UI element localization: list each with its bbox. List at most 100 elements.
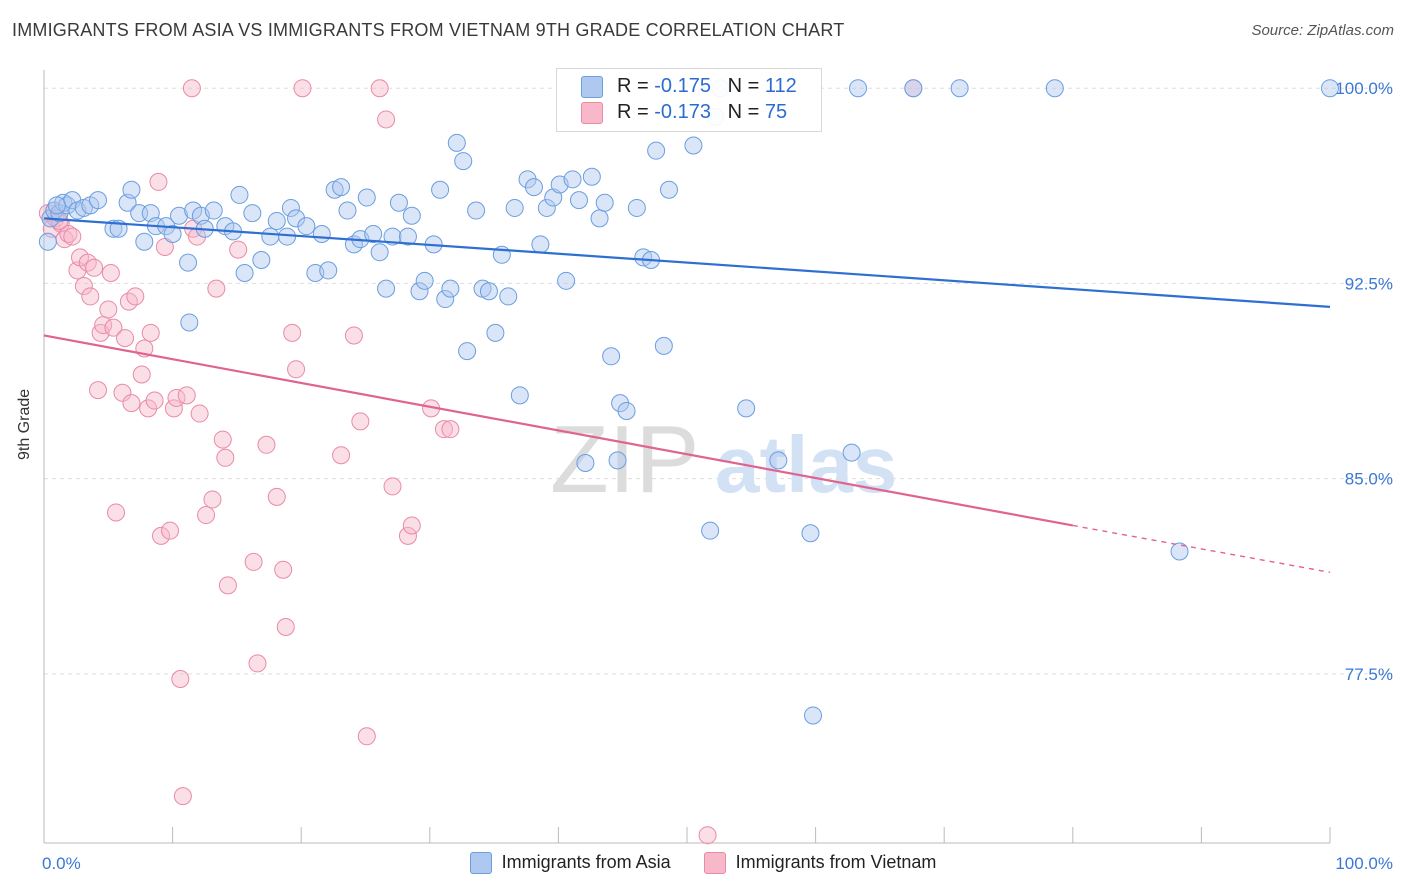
tick-labels: 77.5% 85.0% 92.5% 100.0% 0.0% 100.0% [42,79,1393,873]
vietnam-trend-extension [1072,524,1331,574]
asia-point [627,198,646,217]
vietnam-point [145,391,164,410]
vietnam-point [113,383,132,402]
asia-point [505,198,524,217]
asia-point [281,198,300,217]
asia-point [479,282,498,301]
vietnam-point [197,506,216,525]
vietnam-point [171,670,190,689]
asia-point [510,386,529,405]
asia-point [415,271,434,290]
asia-point [204,201,223,220]
asia-point [950,79,969,98]
asia-point [499,287,518,306]
asia-point [398,227,417,246]
asia-point [135,232,154,251]
vietnam-point [398,526,417,545]
y-tick-label: 92.5% [1345,274,1393,293]
watermark-zip: ZIP [550,406,699,513]
vietnam-point [274,560,293,579]
asia-point [357,188,376,207]
vietnam-point [164,399,183,418]
asia-point [544,188,563,207]
asia-point [524,178,543,197]
asia-point [267,211,286,230]
vietnam-point [434,420,453,439]
vietnam-point [107,503,126,522]
asia-point [319,261,338,280]
vietnam-point [99,300,118,319]
asia-point [617,401,636,420]
asia-point [531,235,550,254]
vietnam-trend-line [43,334,1073,527]
vietnam-point [293,79,312,98]
vietnam-point [287,360,306,379]
asia-point [441,279,460,298]
asia-swatch [581,75,603,98]
vietnam-point [441,420,460,439]
asia-point [647,141,666,160]
vietnam-point [203,490,222,509]
asia-point [436,290,455,309]
asia-point [595,193,614,212]
asia-point [364,224,383,243]
y-tick-label: 77.5% [1345,665,1393,684]
vietnam-point [216,448,235,467]
asia-point [297,217,316,236]
asia-r-label: R = [617,75,649,97]
asia-point [684,136,703,155]
vietnam-point [81,287,100,306]
y-tick-label: 100.0% [1335,79,1393,98]
asia-point [849,79,868,98]
vietnam-legend-swatch [703,852,726,875]
asia-point [563,170,582,189]
vietnam-point [283,323,302,342]
asia-point [230,185,249,204]
vietnam-point [89,381,108,400]
vietnam-point [141,323,160,342]
asia-point [38,232,57,251]
asia-trend-line [43,217,1331,308]
vietnam-point [207,279,226,298]
vietnam-point [332,446,351,465]
vietnam-point [177,386,196,405]
asia-n-value: 112 [764,75,797,97]
vietnam-point [218,576,237,595]
asia-point [654,336,673,355]
legend-row-vietnam: R = -0.173 N = 75 [581,101,787,127]
vietnam-n-value: 75 [764,101,788,123]
vietnam-point [132,365,151,384]
asia-point [608,451,627,470]
vietnam-point [370,79,389,98]
vietnam-point [161,521,180,540]
asia-point [576,454,595,473]
asia-point [447,133,466,152]
asia-point [904,79,923,98]
vietnam-n-label: N = [727,101,760,123]
chart-title: IMMIGRANTS FROM ASIA VS IMMIGRANTS FROM … [12,20,845,40]
asia-point [179,253,198,272]
watermark: ZIP atlas [550,406,897,513]
asia-legend-label: Immigrants from Asia [501,852,671,872]
asia-point [402,206,421,225]
asia-point [659,180,678,199]
asia-point [332,178,351,197]
vietnam-point [104,318,123,337]
asia-point [804,706,823,725]
legend-item-asia[interactable]: Immigrants from Asia [469,852,671,875]
vietnam-point [267,487,286,506]
legend-row-asia: R = -0.175 N = 112 [581,75,797,101]
vietnam-point [257,435,276,454]
vietnam-point [74,277,93,296]
asia-point [243,204,262,223]
asia-point [89,191,108,210]
legend-item-vietnam[interactable]: Immigrants from Vietnam [703,852,936,875]
vietnam-point [63,227,82,246]
asia-point [842,443,861,462]
vietnam-point [126,287,145,306]
vietnam-point [244,552,263,571]
asia-point [701,521,720,540]
vietnam-point [190,404,209,423]
vietnam-point [402,516,421,535]
vietnam-point [122,394,141,413]
